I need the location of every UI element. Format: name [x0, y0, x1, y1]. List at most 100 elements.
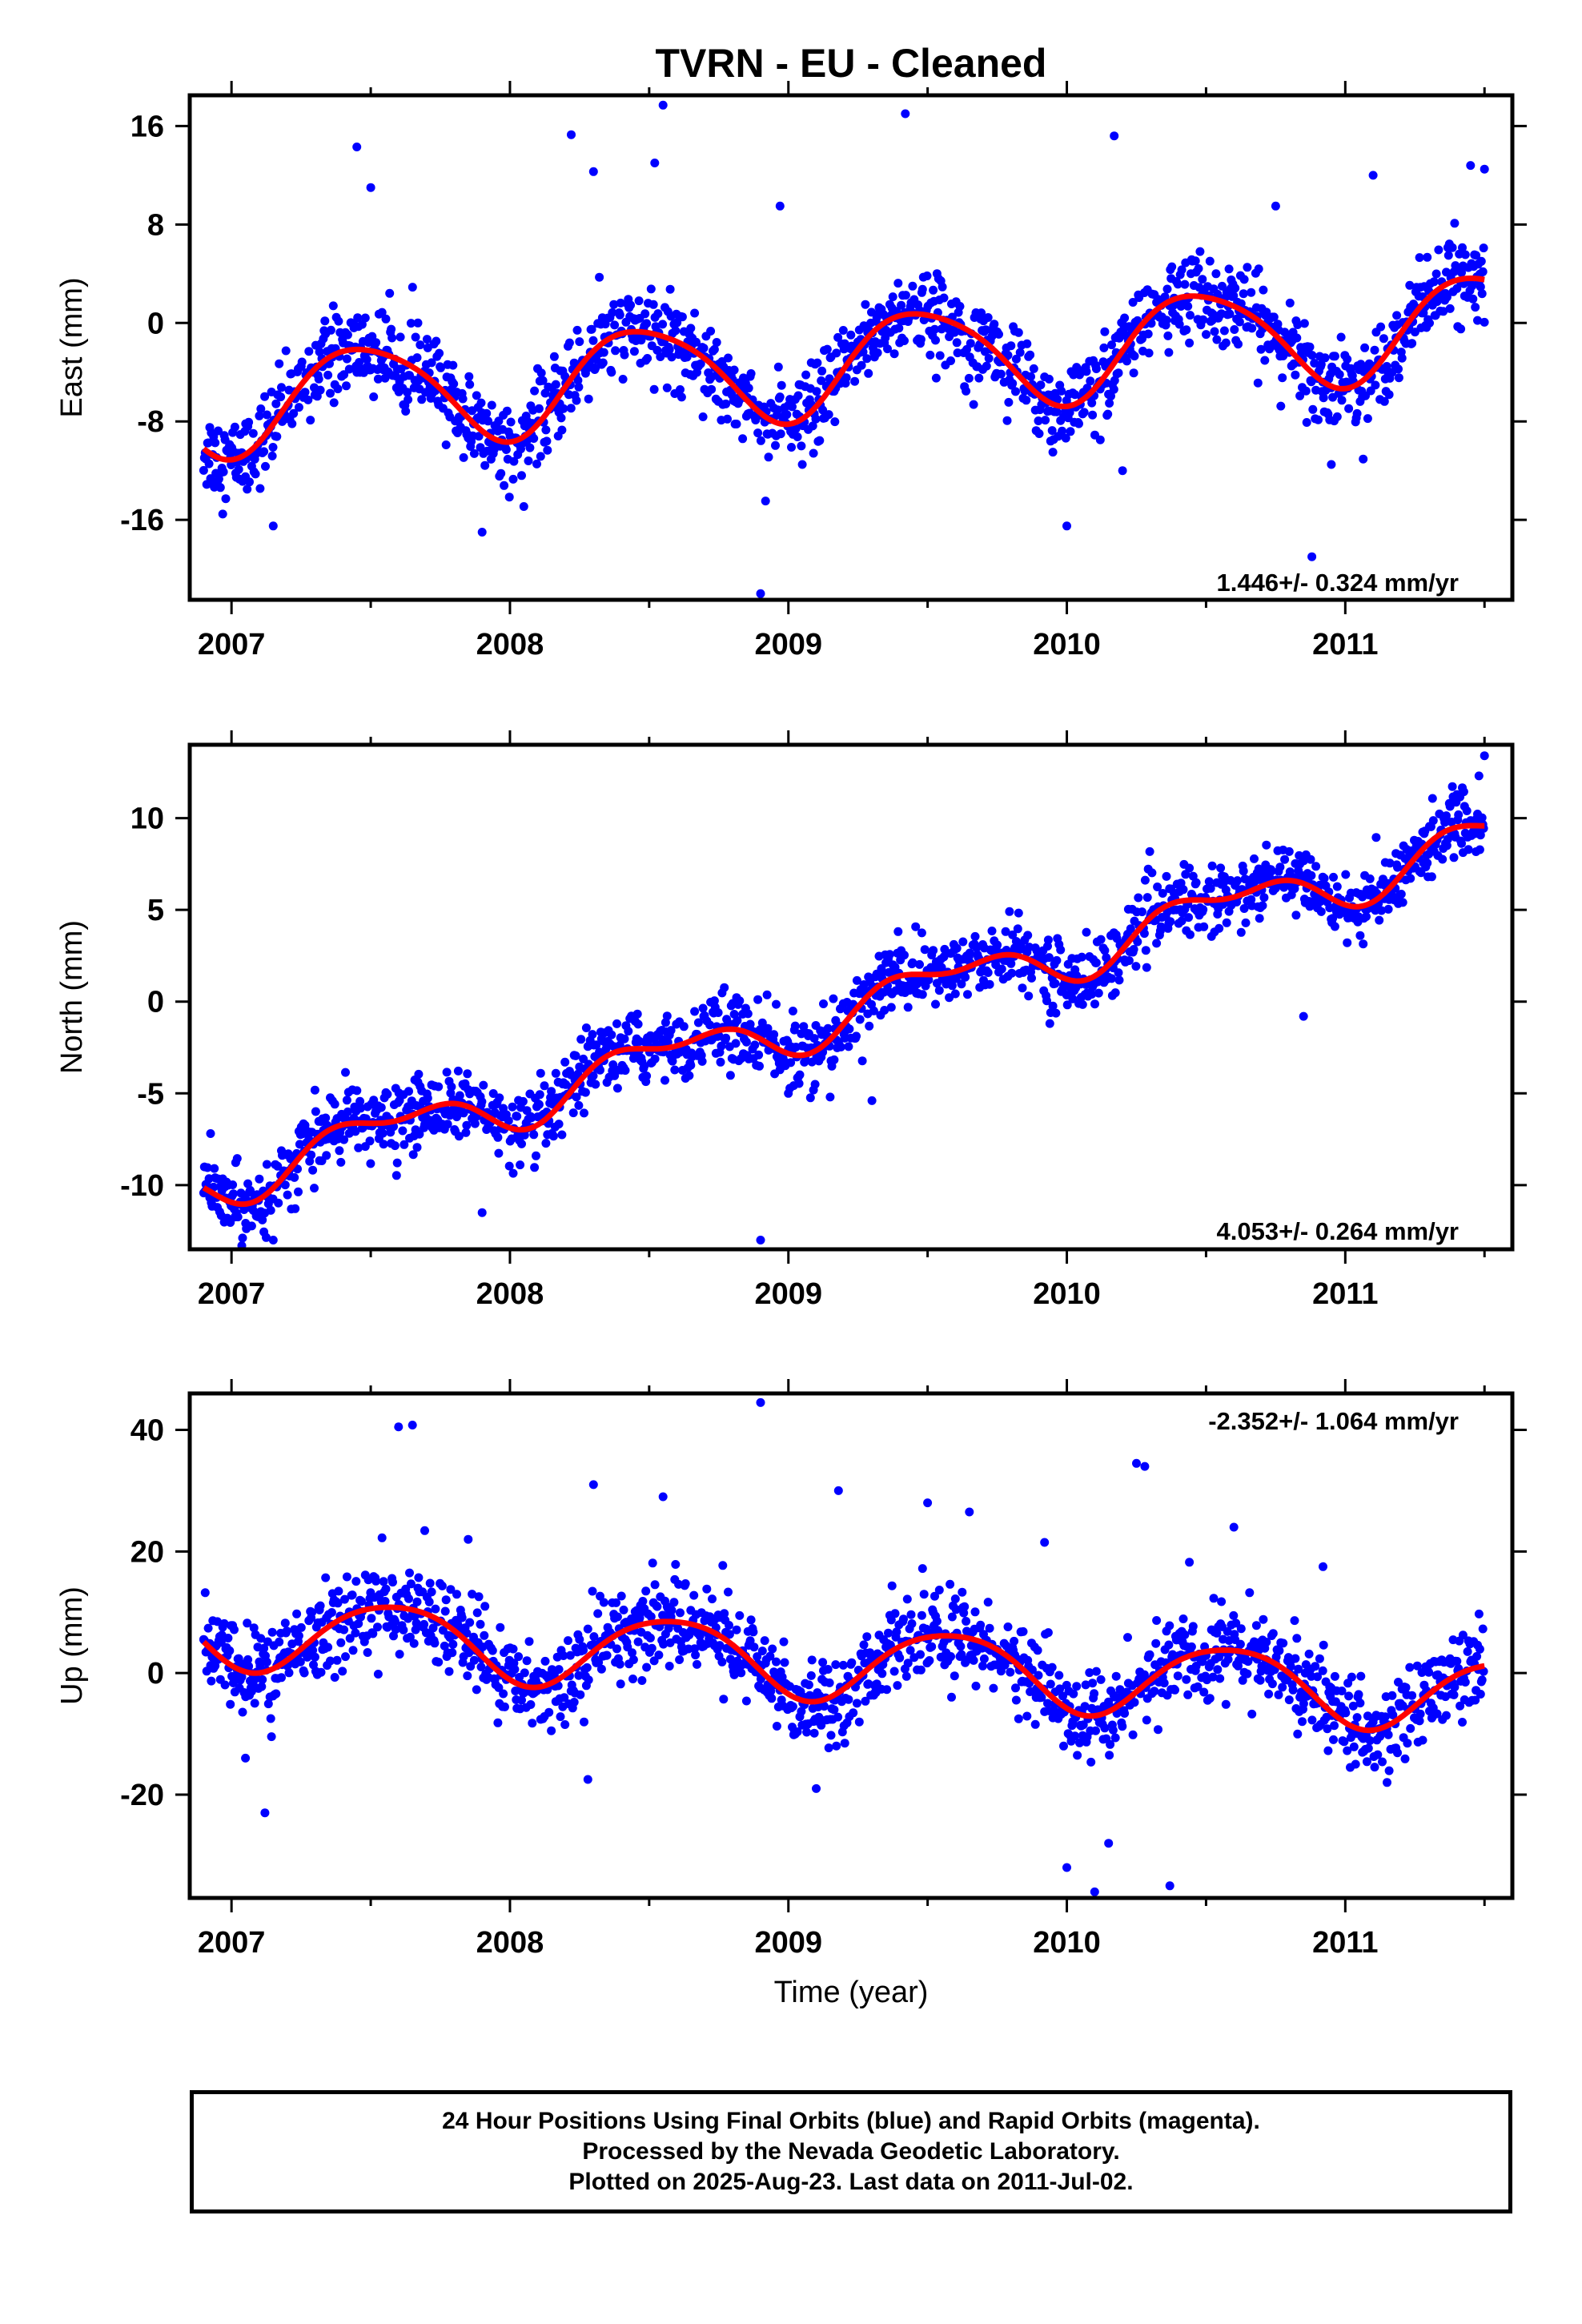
east-data-point	[615, 310, 624, 320]
north-data-point	[958, 937, 968, 947]
up-data-point	[494, 1683, 504, 1692]
east-data-point	[1344, 404, 1354, 413]
up-y-tick-label: 40	[130, 1414, 164, 1448]
up-data-point	[1323, 1746, 1333, 1755]
north-data-point	[1443, 834, 1452, 844]
up-data-point	[226, 1699, 235, 1709]
up-data-point	[628, 1675, 637, 1683]
east-data-point	[549, 352, 559, 361]
up-data-point	[468, 1590, 477, 1599]
east-data-point	[983, 313, 993, 322]
east-data-point	[234, 464, 243, 474]
north-data-point	[1375, 915, 1384, 925]
up-data-point	[1033, 1646, 1042, 1655]
up-data-point	[895, 1653, 905, 1663]
up-data-point	[1058, 1691, 1067, 1701]
up-data-point	[1478, 1624, 1488, 1634]
north-data-point	[1343, 938, 1352, 947]
east-data-point	[1162, 284, 1172, 294]
north-data-point	[238, 1233, 247, 1243]
up-data-point	[1111, 1671, 1121, 1681]
east-data-point	[862, 354, 872, 364]
north-data-point	[568, 1108, 578, 1118]
east-data-point	[830, 417, 840, 427]
up-x-tick-label: 2008	[476, 1926, 544, 1960]
north-data-point	[540, 1081, 549, 1091]
east-data-point	[1177, 265, 1186, 275]
up-data-point	[760, 1636, 769, 1646]
up-data-point	[708, 1594, 717, 1604]
up-data-point	[1191, 1662, 1201, 1671]
up-data-point	[619, 1605, 628, 1614]
east-data-point	[500, 480, 509, 490]
north-data-point	[1013, 924, 1022, 934]
east-data-point	[203, 438, 213, 448]
east-data-point	[977, 308, 986, 318]
east-data-point	[458, 394, 468, 404]
north-data-point	[1250, 854, 1259, 863]
north-data-point	[1262, 840, 1271, 850]
up-data-point	[207, 1676, 216, 1686]
east-data-point	[1394, 373, 1403, 383]
north-data-point	[1335, 910, 1344, 919]
east-data-point	[1020, 386, 1030, 396]
north-data-point	[262, 1160, 271, 1169]
up-data-point	[263, 1699, 273, 1709]
east-data-point	[215, 483, 225, 493]
east-data-point	[362, 355, 371, 364]
east-data-point	[260, 392, 270, 401]
east-data-point	[449, 379, 459, 388]
east-data-point	[412, 353, 422, 363]
up-data-point	[1059, 1741, 1068, 1751]
up-frame	[187, 1391, 1515, 1900]
up-data-point	[1164, 1640, 1174, 1650]
up-data-point	[412, 1597, 422, 1606]
north-outlier-point	[1474, 771, 1484, 781]
east-data-point	[908, 281, 917, 291]
up-data-point	[1070, 1731, 1080, 1741]
up-data-point	[292, 1609, 302, 1618]
north-data-point	[1241, 918, 1251, 927]
north-data-point	[404, 1087, 413, 1096]
east-data-point	[1370, 345, 1379, 355]
up-data-point	[1432, 1709, 1442, 1719]
up-outlier-point	[1383, 1778, 1391, 1787]
up-data-point	[1243, 1657, 1253, 1667]
east-data-point	[262, 410, 271, 420]
east-data-point	[797, 441, 806, 451]
east-data-point	[658, 320, 668, 329]
east-data-point	[1450, 219, 1460, 228]
up-data-point	[440, 1641, 449, 1651]
east-data-point	[1194, 263, 1203, 273]
east-data-point	[982, 361, 991, 371]
east-data-point	[931, 336, 940, 345]
up-data-point	[951, 1605, 961, 1614]
east-data-point	[1477, 289, 1487, 299]
north-data-point	[755, 1061, 764, 1071]
east-data-point	[1392, 311, 1402, 320]
north-data-point	[1332, 882, 1342, 891]
up-data-point	[584, 1675, 593, 1685]
east-data-point	[584, 394, 593, 404]
up-data-point	[1000, 1660, 1010, 1670]
east-data-point	[1269, 312, 1279, 322]
east-data-point	[465, 380, 475, 389]
east-data-point	[817, 376, 826, 385]
up-data-point	[1288, 1685, 1298, 1695]
east-data-point	[1034, 429, 1044, 438]
up-data-point	[665, 1662, 674, 1671]
up-y-tick-label: 20	[130, 1535, 164, 1569]
east-outlier-point	[650, 159, 660, 167]
east-data-point	[373, 374, 383, 384]
up-data-point	[333, 1598, 343, 1608]
up-data-point	[1231, 1618, 1241, 1628]
east-data-point	[1129, 368, 1138, 378]
up-data-point	[1128, 1730, 1138, 1739]
north-data-point	[596, 1065, 604, 1075]
up-data-point	[978, 1661, 987, 1671]
up-data-point	[1096, 1675, 1106, 1684]
north-outlier-point	[1299, 1011, 1308, 1021]
up-data-point	[917, 1610, 926, 1620]
up-data-point	[1318, 1666, 1327, 1675]
up-data-point	[213, 1617, 222, 1626]
